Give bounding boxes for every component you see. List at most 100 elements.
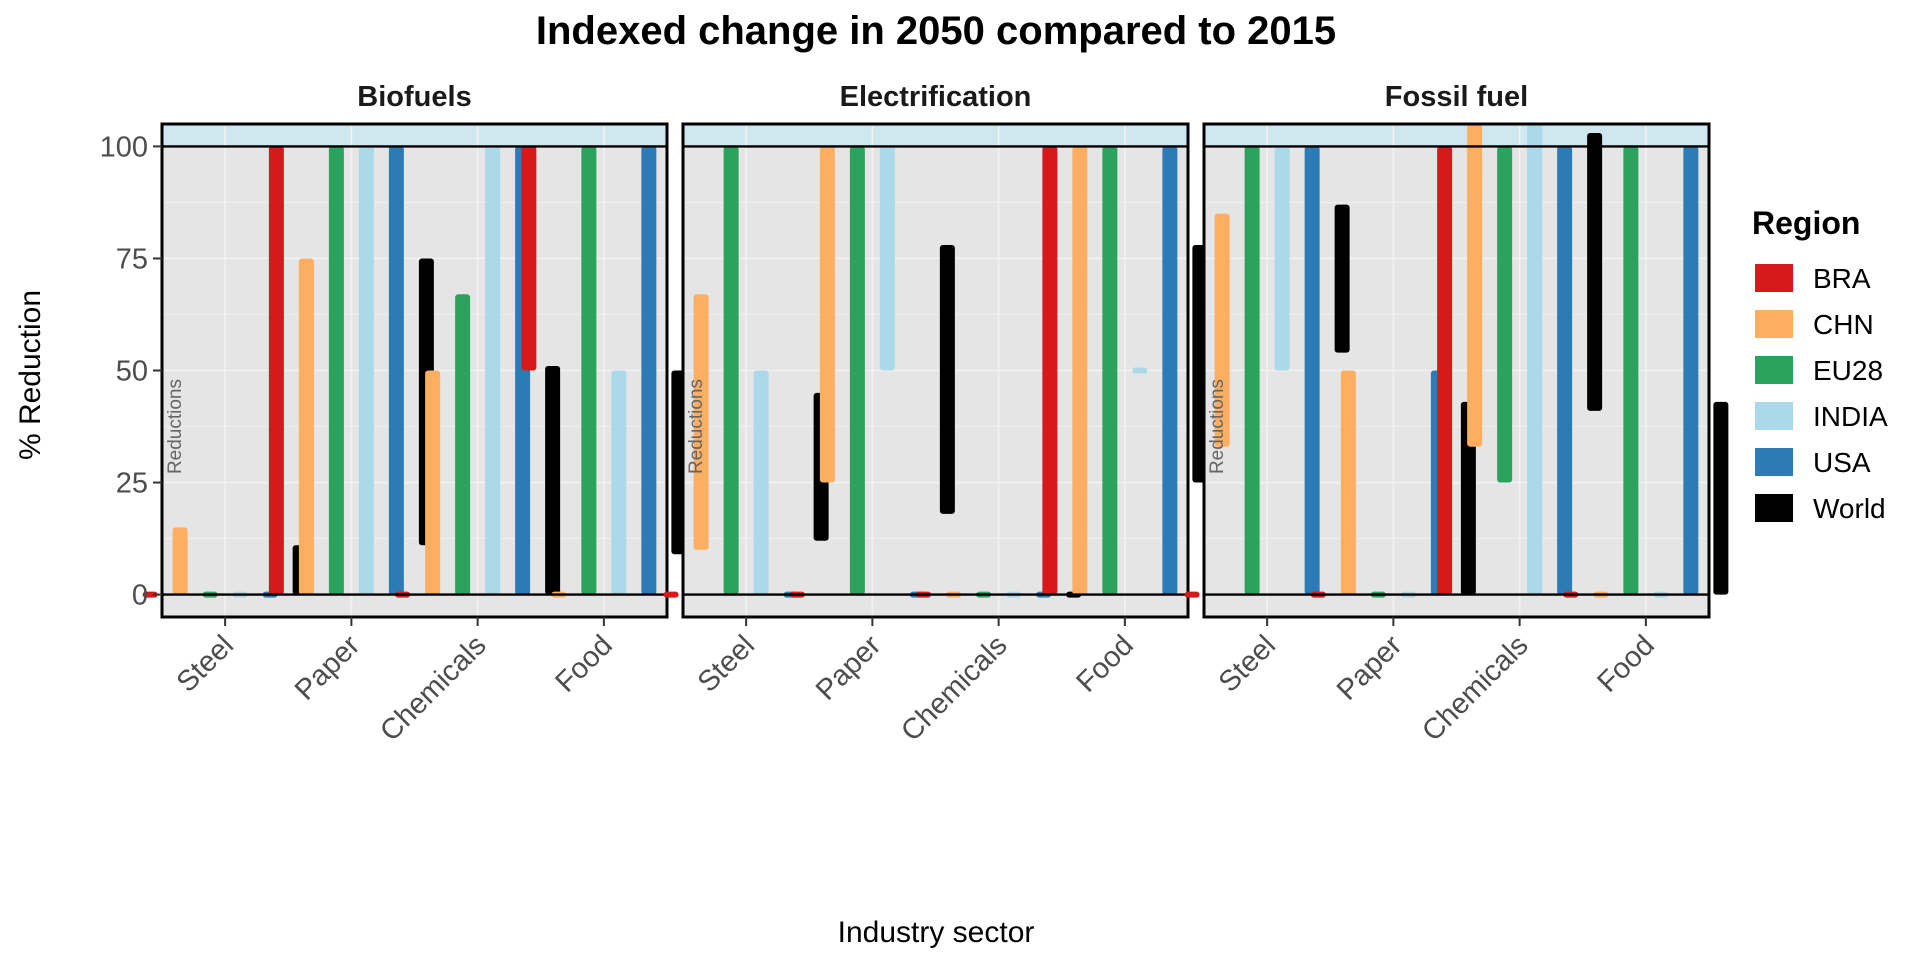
range-bar-food-india (1132, 367, 1148, 374)
range-bar-chemicals-india (485, 146, 501, 595)
legend-item-india: INDIA (1755, 401, 1888, 432)
range-bar-food-india (611, 370, 627, 595)
legend-swatch (1755, 310, 1793, 338)
range-bar-chemicals-world (1587, 132, 1603, 411)
x-axis-label: Industry sector (838, 916, 1035, 949)
range-bar-steel-bra (142, 591, 158, 598)
range-bar-steel-chn (172, 527, 188, 595)
range-bar-chemicals-bra (1437, 146, 1453, 595)
legend-label: BRA (1813, 263, 1871, 294)
reductions-label: Reductions (165, 379, 186, 474)
range-bar-paper-chn (298, 258, 314, 595)
x-tick-label-paper: Paper (810, 629, 888, 707)
legend-item-world: World (1755, 493, 1886, 524)
x-tick-label-food: Food (1591, 629, 1660, 698)
legend: BRA CHN EU28 INDIA USA World (1755, 263, 1888, 524)
x-tick-label-food: Food (1070, 629, 1139, 698)
legend-swatch (1755, 448, 1793, 476)
range-bar-steel-eu28 (723, 146, 739, 595)
panel-biofuels: Reductions Biofuels Steel Paper Chemicals Foo… (100, 81, 687, 748)
legend-swatch (1755, 402, 1793, 430)
facet-title: Biofuels (357, 81, 471, 113)
legend-swatch (1755, 264, 1793, 292)
panel-fossil-fuel: Reductions Fossil fuel Steel Paper Chemicals… (1184, 81, 1729, 748)
range-bar-chemicals-usa (1557, 146, 1573, 595)
legend-label: EU28 (1813, 355, 1883, 386)
range-bar-paper-usa (388, 146, 404, 595)
legend-item-usa: USA (1755, 447, 1871, 478)
range-bar-steel-usa (1304, 146, 1320, 595)
legend-label: INDIA (1813, 401, 1888, 432)
range-bar-steel-eu28 (1244, 146, 1260, 595)
reductions-label: Reductions (1207, 379, 1228, 474)
range-bar-chemicals-eu28 (455, 294, 471, 595)
reference-band (1204, 124, 1709, 147)
x-tick-label-paper: Paper (1331, 629, 1409, 707)
range-bar-paper-world (939, 245, 955, 514)
range-bar-chemicals-chn (1467, 124, 1483, 447)
legend-title: Region (1752, 205, 1860, 241)
range-bar-food-usa (641, 146, 657, 595)
range-bar-chemicals-india (1527, 124, 1543, 595)
panel-electrification: Reductions Electrification Steel Paper Chemi… (663, 81, 1208, 748)
y-tick-label-100: 100 (100, 131, 148, 163)
range-bar-steel-bra (1184, 591, 1200, 598)
range-bar-steel-chn (1214, 213, 1230, 447)
range-bar-food-bra (1042, 146, 1058, 595)
range-bar-chemicals-chn (425, 370, 441, 595)
x-tick-label-paper: Paper (289, 629, 367, 707)
y-axis-label: % Reduction (14, 290, 47, 460)
reference-band (683, 124, 1188, 147)
range-bar-food-world (1713, 401, 1729, 595)
reductions-label: Reductions (686, 379, 707, 474)
x-tick-label-chemicals: Chemicals (374, 629, 492, 747)
x-tick-label-steel: Steel (171, 629, 240, 698)
range-bar-paper-chn (1340, 370, 1356, 595)
range-bar-steel-world (1334, 204, 1350, 353)
range-bar-steel-bra (663, 591, 679, 598)
panel-frame (1202, 122, 1711, 619)
range-bar-paper-eu28 (328, 146, 344, 595)
range-bar-food-eu28 (581, 146, 597, 595)
range-bar-steel-india (753, 370, 769, 595)
y-tick-label-0: 0 (132, 580, 148, 612)
range-bar-food-chn (1072, 146, 1088, 595)
range-bar-paper-india (358, 146, 374, 595)
reference-band (162, 124, 667, 147)
legend-label: CHN (1813, 309, 1874, 340)
range-bar-paper-bra (268, 146, 284, 595)
x-tick-label-steel: Steel (692, 629, 761, 698)
range-bar-paper-eu28 (849, 146, 865, 595)
x-tick-label-chemicals: Chemicals (895, 629, 1013, 747)
legend-label: World (1813, 493, 1886, 524)
range-bar-food-usa (1162, 146, 1178, 595)
range-bar-steel-india (1274, 146, 1290, 371)
range-bar-paper-india (879, 146, 895, 371)
legend-swatch (1755, 356, 1793, 384)
y-tick-label-50: 50 (116, 356, 148, 388)
range-bar-paper-chn (819, 146, 835, 483)
legend-swatch (1755, 494, 1793, 522)
chart-title: Indexed change in 2050 compared to 2015 (536, 9, 1336, 53)
panel-frame (681, 122, 1190, 619)
range-bar-food-eu28 (1623, 146, 1639, 595)
legend-label: USA (1813, 447, 1871, 478)
legend-item-bra: BRA (1755, 263, 1871, 294)
range-bar-steel-chn (693, 294, 709, 550)
x-tick-label-steel: Steel (1213, 629, 1282, 698)
range-bar-food-bra (521, 146, 537, 371)
range-bar-food-eu28 (1102, 146, 1118, 595)
range-bar-chemicals-world (545, 366, 561, 595)
range-bar-paper-world (1460, 401, 1476, 595)
x-tick-label-chemicals: Chemicals (1416, 629, 1534, 747)
y-tick-label-75: 75 (116, 243, 148, 275)
legend-item-eu28: EU28 (1755, 355, 1883, 386)
facet-title: Electrification (840, 81, 1032, 113)
y-tick-label-25: 25 (116, 468, 148, 500)
facet-title: Fossil fuel (1385, 81, 1528, 113)
range-bar-chemicals-eu28 (1497, 146, 1513, 483)
x-tick-label-food: Food (549, 629, 618, 698)
